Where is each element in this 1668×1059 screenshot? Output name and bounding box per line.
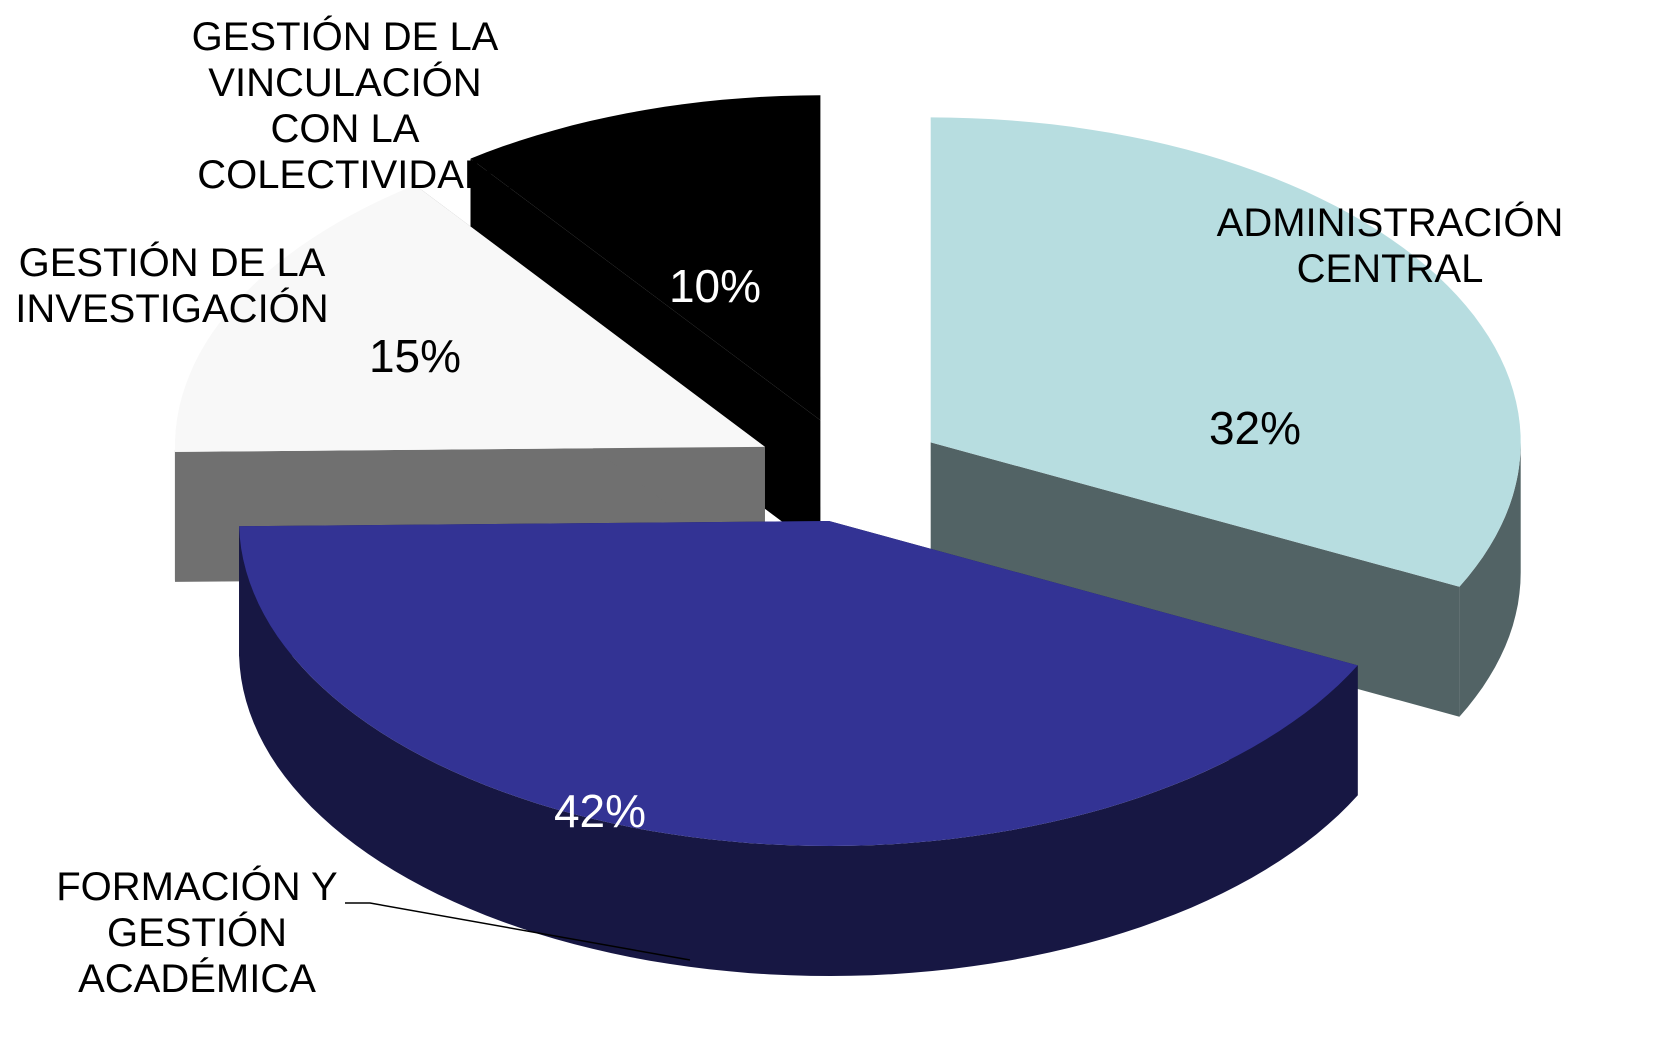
slices [174,95,1521,976]
slice-side [1459,442,1521,717]
category-label: GESTIÓN DE LA VINCULACIÓN CON LA COLECTIVID… [192,14,499,197]
slice-top [470,95,821,421]
value-label: 42% [554,785,646,837]
leader-line [494,167,661,191]
value-label: 10% [669,260,761,312]
leader-line [345,902,691,961]
slice [239,521,1358,976]
slice [174,185,765,582]
slice-top [175,185,765,452]
slice-side [239,526,1358,976]
category-label: GESTIÓN DE LA INVESTIGACIÓN [15,240,328,331]
category-label: ADMINISTRACIÓN CENTRAL [1217,200,1564,291]
slice-top [239,521,1358,846]
slice-top [930,117,1521,587]
slice [930,117,1521,717]
value-label: 32% [1209,402,1301,454]
value-label: 15% [369,330,461,382]
category-label: FORMACIÓN Y GESTIÓN ACADÉMICA [56,864,338,1001]
slice-wall [930,442,1460,717]
